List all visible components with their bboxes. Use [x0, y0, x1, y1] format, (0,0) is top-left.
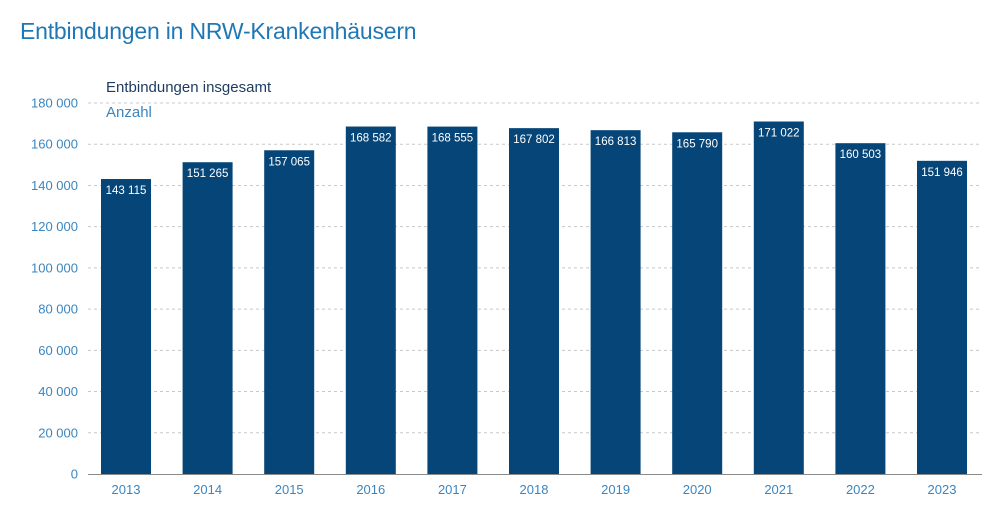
data-label: 166 813	[595, 136, 637, 148]
y-tick-label: 0	[71, 467, 78, 482]
x-axis-ticks: 2013 2014 2015 2016 2017 2018 2019 2020 2021 2022…	[112, 482, 957, 497]
x-tick-label: 2023	[928, 482, 957, 497]
y-tick-label: 20 000	[38, 425, 78, 440]
data-label: 143 115	[106, 185, 147, 197]
data-label: 167 802	[513, 134, 555, 146]
bar	[427, 126, 478, 474]
y-tick-label: 160 000	[31, 137, 78, 152]
x-tick-label: 2020	[683, 482, 712, 497]
y-tick-label: 40 000	[38, 384, 78, 399]
x-tick-label: 2019	[601, 482, 630, 497]
chart-title: Entbindungen in NRW-Krankenhäusern	[20, 18, 417, 44]
x-tick-label: 2021	[764, 482, 793, 497]
series-label: Entbindungen insgesamt	[106, 79, 272, 96]
data-label: 168 555	[432, 133, 474, 145]
x-tick-label: 2017	[438, 482, 467, 497]
bar	[101, 179, 151, 474]
y-axis-ticks: 0 20 000 40 000 60 000 80 000 100 000 120 000 1…	[31, 96, 78, 482]
bar	[264, 150, 315, 474]
data-label: 157 065	[268, 156, 310, 168]
x-tick-label: 2016	[356, 482, 385, 497]
data-label: 168 582	[350, 133, 392, 145]
x-tick-label: 2022	[846, 482, 875, 497]
data-label: 151 265	[187, 168, 229, 180]
data-label: 151 946	[921, 167, 963, 179]
bar	[182, 162, 233, 475]
bar	[917, 160, 967, 474]
data-label: 165 790	[676, 138, 718, 150]
y-tick-label: 80 000	[38, 302, 78, 317]
x-tick-label: 2013	[112, 482, 141, 497]
x-tick-label: 2015	[275, 482, 304, 497]
y-tick-label: 120 000	[31, 219, 78, 234]
x-tick-label: 2018	[520, 482, 549, 497]
y-tick-label: 100 000	[31, 260, 78, 275]
x-tick-label: 2014	[193, 482, 222, 497]
bar	[672, 132, 723, 474]
y-tick-label: 140 000	[31, 178, 78, 193]
data-label: 171 022	[758, 128, 800, 140]
y-tick-label: 60 000	[38, 343, 78, 358]
bar	[509, 128, 559, 475]
bar	[835, 143, 886, 474]
bar	[753, 121, 804, 475]
y-tick-label: 180 000	[31, 96, 78, 111]
bar	[345, 126, 396, 475]
bars: 143 115 151 265 157 065 168 582 168 555 167 8…	[101, 121, 967, 475]
data-label: 160 503	[840, 149, 882, 161]
unit-label: Anzahl	[106, 104, 152, 121]
bar	[590, 130, 641, 474]
